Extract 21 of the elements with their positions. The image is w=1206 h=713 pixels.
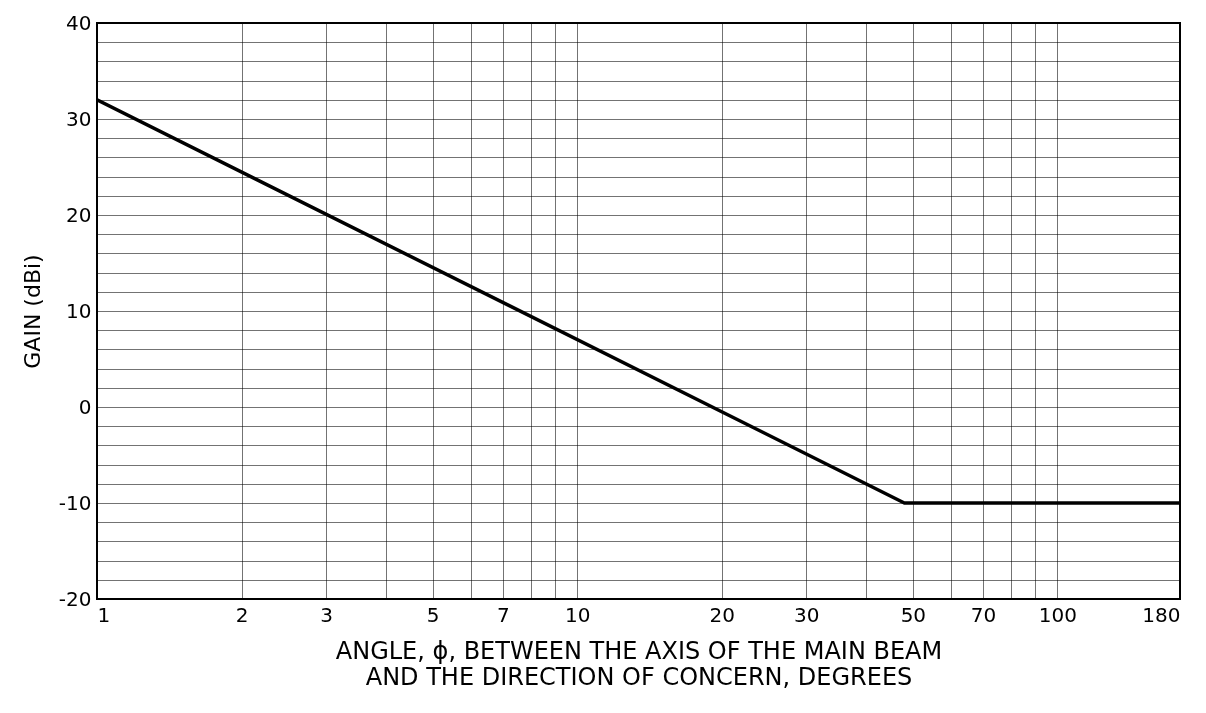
y-axis-title: GAIN (dBi) [19,254,45,369]
x-tick-label: 10 [564,602,591,627]
x-tick-label: 100 [1038,602,1078,627]
y-tick-label: 30 [66,106,92,131]
x-tick-label: 1 [97,602,111,627]
y-tick-label: 0 [78,394,92,419]
x-tick-label: 70 [970,602,997,627]
y-tick-label: 40 [66,10,92,35]
x-tick-label: 2 [235,602,249,627]
x-tick-label: 30 [794,602,820,627]
x-tick-label: 180 [1142,602,1181,627]
y-tick-label: 20 [66,202,92,227]
x-tick-label: 20 [709,602,735,627]
y-tick-label: -20 [58,586,92,611]
y-tick-label: -10 [58,490,92,515]
y-tick-label: 10 [66,298,92,323]
x-tick-label: 3 [320,602,333,627]
x-axis-title: ANGLE, ϕ, BETWEEN THE AXIS OF THE MAIN BEAM AND THE DIRECTION OF CONCERN, DEGREES [335,636,943,691]
x-tick-label: 5 [426,602,440,627]
x-tick-label: 50 [900,602,927,627]
x-tick-label: 7 [496,602,510,627]
